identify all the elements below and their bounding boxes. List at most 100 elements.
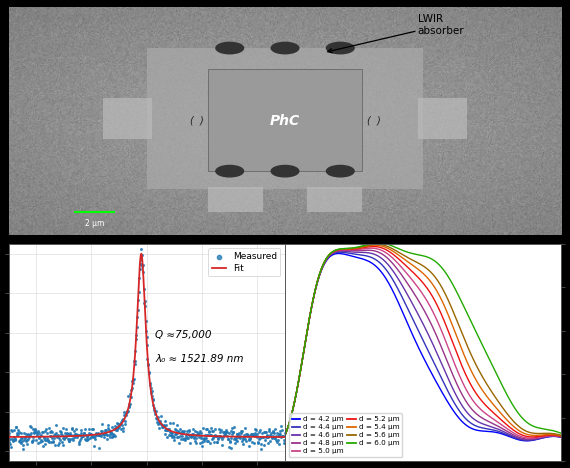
Measured bbox=[221, 430, 230, 437]
Measured bbox=[61, 425, 70, 433]
d = 5.0 μm bbox=[282, 432, 288, 438]
Measured bbox=[150, 410, 160, 417]
d = 4.6 μm bbox=[445, 376, 452, 382]
Measured bbox=[210, 438, 219, 446]
d = 5.4 μm bbox=[490, 402, 497, 408]
Measured bbox=[135, 266, 144, 273]
Measured bbox=[194, 433, 203, 440]
Measured bbox=[175, 439, 184, 447]
Measured bbox=[219, 433, 228, 441]
Measured bbox=[156, 417, 165, 424]
Measured bbox=[255, 435, 264, 442]
d = 5.0 μm bbox=[353, 247, 360, 252]
Measured bbox=[143, 355, 152, 362]
Measured bbox=[247, 431, 256, 438]
Circle shape bbox=[271, 42, 299, 54]
Measured bbox=[5, 440, 14, 447]
Measured bbox=[100, 430, 109, 437]
Measured bbox=[176, 429, 185, 437]
Measured bbox=[39, 433, 48, 441]
Measured bbox=[121, 409, 131, 417]
Measured bbox=[236, 429, 245, 437]
Measured bbox=[66, 431, 75, 439]
Measured bbox=[117, 418, 126, 426]
Measured bbox=[172, 433, 181, 441]
Measured bbox=[136, 260, 145, 268]
Legend: d = 4.2 μm, d = 4.4 μm, d = 4.6 μm, d = 4.8 μm, d = 5.0 μm, d = 5.2 μm, d = 5.4 : d = 4.2 μm, d = 4.4 μm, d = 4.6 μm, d = … bbox=[288, 413, 402, 457]
Measured bbox=[279, 439, 288, 447]
Bar bbox=[103, 98, 152, 139]
Measured bbox=[68, 436, 78, 443]
Measured bbox=[243, 431, 252, 439]
Measured bbox=[178, 429, 188, 436]
Measured bbox=[76, 431, 85, 439]
Measured bbox=[102, 435, 111, 442]
Measured bbox=[31, 428, 40, 436]
Measured bbox=[162, 421, 171, 428]
Measured bbox=[112, 426, 121, 433]
Measured bbox=[205, 427, 214, 435]
Measured bbox=[52, 432, 62, 440]
Measured bbox=[265, 438, 274, 445]
d = 4.8 μm bbox=[353, 248, 360, 254]
Measured bbox=[116, 420, 125, 428]
Measured bbox=[151, 407, 160, 414]
Measured bbox=[13, 430, 22, 438]
Measured bbox=[243, 432, 253, 439]
Legend: Measured, Fit: Measured, Fit bbox=[209, 249, 280, 276]
Measured bbox=[5, 432, 14, 439]
Measured bbox=[228, 424, 237, 432]
Measured bbox=[115, 421, 124, 429]
Measured bbox=[280, 429, 289, 437]
Measured bbox=[14, 427, 23, 434]
Measured bbox=[131, 357, 140, 365]
Measured bbox=[28, 425, 37, 433]
Measured bbox=[268, 427, 277, 435]
Measured bbox=[197, 443, 206, 450]
Measured bbox=[7, 435, 17, 443]
Measured bbox=[59, 424, 68, 431]
Text: (  ): ( ) bbox=[367, 116, 380, 126]
Fit bbox=[136, 261, 143, 267]
Measured bbox=[161, 426, 170, 434]
Measured bbox=[93, 431, 102, 439]
d = 4.8 μm bbox=[331, 249, 337, 255]
Measured bbox=[72, 425, 81, 433]
Measured bbox=[95, 431, 104, 439]
Measured bbox=[67, 435, 76, 442]
Measured bbox=[215, 426, 224, 433]
Measured bbox=[30, 428, 39, 436]
d = 5.6 μm bbox=[407, 256, 414, 262]
Measured bbox=[211, 432, 221, 440]
Measured bbox=[279, 432, 288, 439]
Fit bbox=[138, 251, 145, 256]
Measured bbox=[140, 297, 149, 305]
Measured bbox=[195, 427, 204, 435]
Measured bbox=[6, 426, 15, 433]
Measured bbox=[132, 323, 141, 331]
Measured bbox=[230, 439, 239, 447]
d = 4.8 μm bbox=[558, 434, 565, 440]
Measured bbox=[276, 422, 286, 430]
Measured bbox=[203, 425, 212, 433]
Measured bbox=[210, 431, 219, 439]
Measured bbox=[19, 441, 28, 448]
d = 4.4 μm bbox=[490, 427, 497, 433]
Measured bbox=[237, 427, 246, 435]
Circle shape bbox=[271, 166, 299, 177]
Measured bbox=[193, 430, 202, 438]
Measured bbox=[149, 404, 158, 411]
Measured bbox=[198, 438, 207, 446]
Measured bbox=[229, 423, 238, 431]
Measured bbox=[76, 434, 86, 442]
Measured bbox=[127, 385, 136, 392]
Measured bbox=[105, 433, 115, 441]
Text: λ₀ ≈ 1521.89 nm: λ₀ ≈ 1521.89 nm bbox=[155, 354, 243, 364]
Measured bbox=[145, 381, 154, 388]
Measured bbox=[248, 431, 257, 438]
Measured bbox=[54, 441, 63, 448]
Measured bbox=[127, 387, 136, 394]
Measured bbox=[255, 428, 264, 435]
d = 4.8 μm bbox=[467, 404, 474, 410]
Measured bbox=[33, 439, 42, 446]
